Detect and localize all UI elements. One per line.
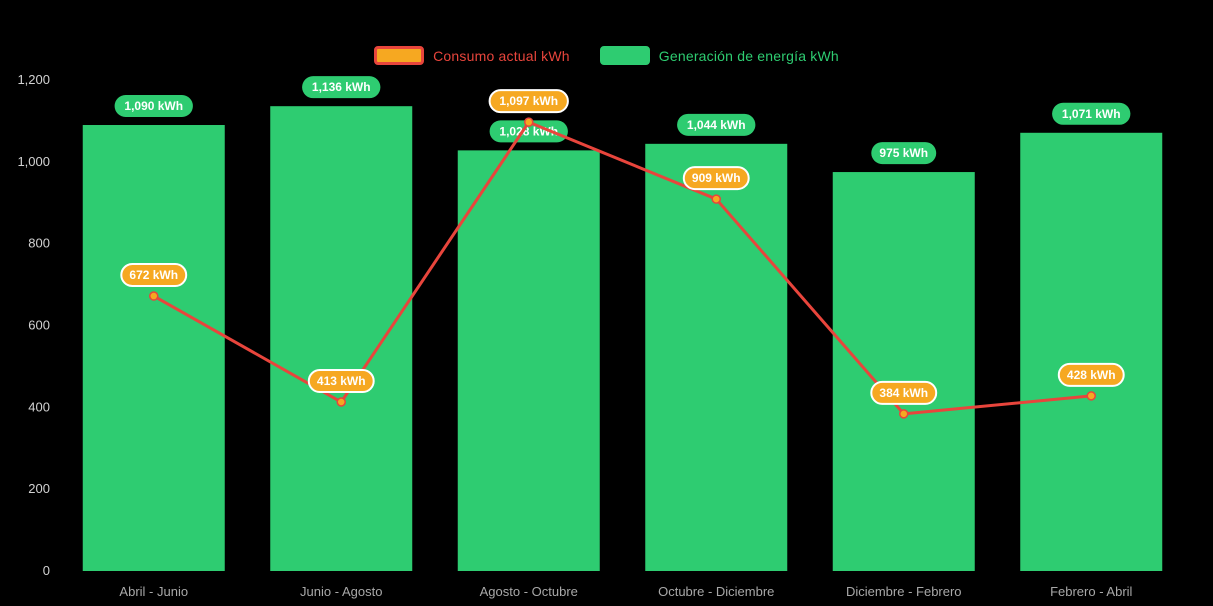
generation-bar	[457, 150, 600, 572]
generation-badge	[302, 76, 381, 99]
y-tick-label: 1,000	[17, 154, 50, 169]
y-tick-label: 400	[28, 399, 50, 414]
consumption-badge	[682, 166, 750, 191]
consumption-badge	[120, 263, 188, 288]
consumption-point	[711, 194, 721, 204]
legend-item-consumo[interactable]: Consumo actual kWh	[374, 46, 570, 65]
y-tick-label: 200	[28, 481, 50, 496]
consumption-badge-label: 428 kWh	[1067, 368, 1116, 382]
generation-badge-label: 1,136 kWh	[312, 80, 371, 94]
consumption-badge-label: 672 kWh	[129, 268, 178, 282]
consumption-badge	[488, 89, 569, 114]
consumption-badge-label: 1,097 kWh	[499, 94, 558, 108]
legend-item-generacion[interactable]: Generación de energía kWh	[599, 46, 839, 65]
generation-bar	[1020, 132, 1163, 571]
generation-badge	[489, 120, 568, 143]
legend-label-consumo: Consumo actual kWh	[433, 47, 570, 64]
consumo-swatch-icon	[374, 46, 425, 65]
generation-bar	[270, 106, 413, 571]
consumption-point	[149, 291, 159, 301]
generation-badge-label: 1,044 kWh	[687, 118, 746, 132]
consumption-badge-label: 413 kWh	[317, 374, 366, 388]
consumption-badge	[307, 369, 375, 394]
consumption-point	[899, 409, 909, 419]
generation-badge	[114, 95, 193, 118]
consumption-point	[524, 117, 534, 127]
y-tick-label: 0	[43, 563, 50, 578]
x-tick-label: Febrero - Abril	[1050, 584, 1132, 599]
x-tick-label: Octubre - Diciembre	[658, 584, 774, 599]
generation-bar	[645, 143, 788, 571]
generation-badge-label: 975 kWh	[879, 146, 928, 160]
consumption-point	[1086, 391, 1096, 401]
generation-badge-label: 1,090 kWh	[124, 99, 183, 113]
x-tick-label: Agosto - Octubre	[480, 584, 578, 599]
generation-badge	[677, 113, 756, 136]
chart-legend: Consumo actual kWh Generación de energía…	[0, 46, 1213, 65]
y-tick-label: 600	[28, 318, 50, 333]
generacion-swatch-icon	[599, 46, 650, 65]
x-tick-label: Abril - Junio	[119, 584, 188, 599]
y-tick-label: 800	[28, 236, 50, 251]
x-tick-label: Junio - Agosto	[300, 584, 382, 599]
consumption-point	[336, 397, 346, 407]
generation-bar	[82, 125, 225, 571]
consumption-badge	[870, 380, 938, 405]
generation-bar	[832, 172, 975, 571]
consumption-badge	[1057, 362, 1125, 387]
consumption-badge-label: 384 kWh	[879, 386, 928, 400]
y-tick-label: 1,200	[17, 72, 50, 87]
generation-badge-label: 1,071 kWh	[1062, 107, 1121, 121]
generation-badge	[1052, 102, 1131, 125]
legend-label-generacion: Generación de energía kWh	[658, 47, 839, 64]
generation-badge	[871, 142, 937, 165]
x-tick-label: Diciembre - Febrero	[846, 584, 962, 599]
consumption-badge-label: 909 kWh	[692, 171, 741, 185]
